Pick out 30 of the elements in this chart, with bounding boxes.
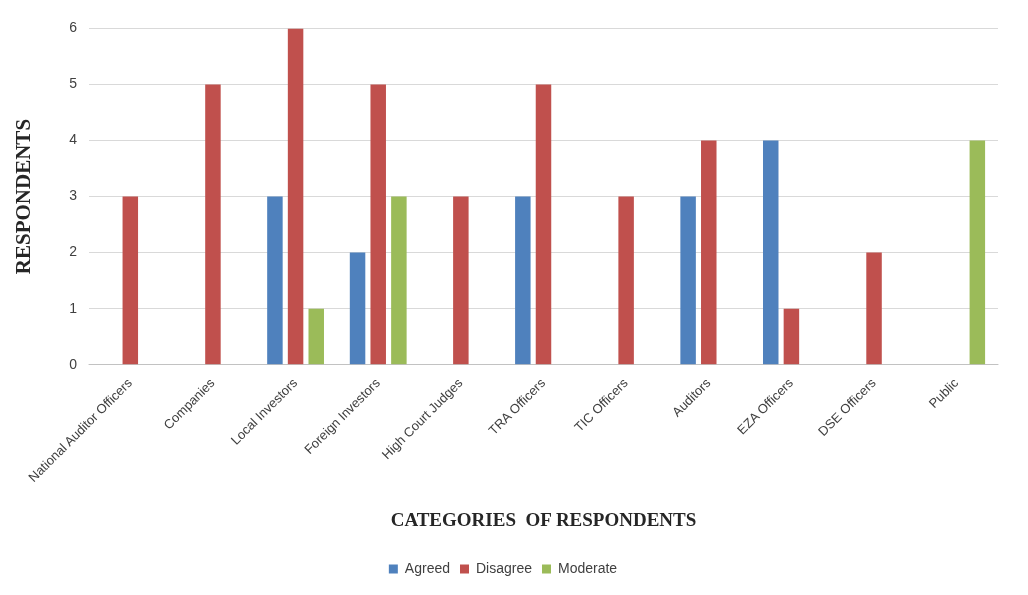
- y-axis-title: RESPONDENTS: [11, 118, 36, 275]
- y-tick-label: 0: [69, 355, 78, 372]
- legend-label: Agreed: [404, 559, 450, 576]
- bar: [267, 196, 283, 365]
- bar: [763, 140, 779, 365]
- y-tick-label: 4: [69, 131, 78, 148]
- bar: [969, 140, 986, 365]
- bar: [618, 196, 634, 365]
- bar: [535, 84, 552, 365]
- bar: [205, 84, 221, 365]
- bar: [680, 196, 696, 365]
- bar: [783, 308, 800, 365]
- bar: [701, 140, 717, 365]
- y-tick-label: 3: [69, 187, 78, 204]
- bar: [453, 196, 469, 365]
- y-tick-label: 5: [69, 75, 78, 92]
- bar: [122, 196, 139, 365]
- y-tick-label: 1: [69, 299, 78, 316]
- legend-label: Moderate: [558, 559, 618, 576]
- x-axis-title: CATEGORIES OF RESPONDENTS: [390, 508, 697, 530]
- bar: [349, 252, 366, 365]
- y-tick-label: 6: [69, 19, 78, 36]
- bar: [287, 28, 304, 365]
- bar: [370, 84, 386, 365]
- legend-label: Disagree: [475, 559, 533, 576]
- bar: [308, 308, 324, 365]
- bar: [866, 252, 882, 365]
- bar: [391, 196, 407, 365]
- y-tick-label: 2: [69, 243, 78, 260]
- bar: [515, 196, 531, 365]
